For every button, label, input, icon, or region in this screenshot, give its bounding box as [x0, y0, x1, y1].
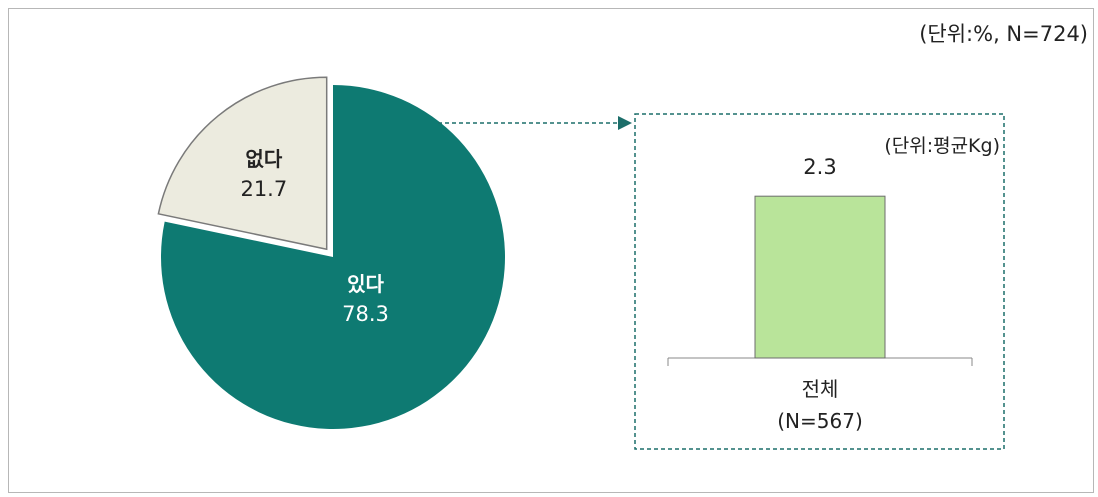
pie-value-1: 21.7 [240, 177, 287, 201]
bar-unit-label: (단위:평균Kg) [884, 135, 1000, 157]
unit-label: (단위:%, N=724) [919, 22, 1088, 46]
chart-frame [8, 8, 1094, 493]
x-tick-label-0: 전체 [802, 377, 839, 401]
bar-0 [754, 195, 886, 359]
bar-value-label-0: 2.3 [803, 155, 836, 179]
x-tick-sublabel-0: (N=567) [777, 409, 863, 433]
pie-label-1: 없다 [245, 147, 282, 171]
pie-value-0: 78.3 [342, 302, 389, 326]
pie-slice-0 [161, 85, 505, 429]
connector-arrowhead [618, 116, 632, 130]
pie-slice-1 [157, 76, 328, 251]
pie-label-0: 있다 [347, 272, 384, 296]
